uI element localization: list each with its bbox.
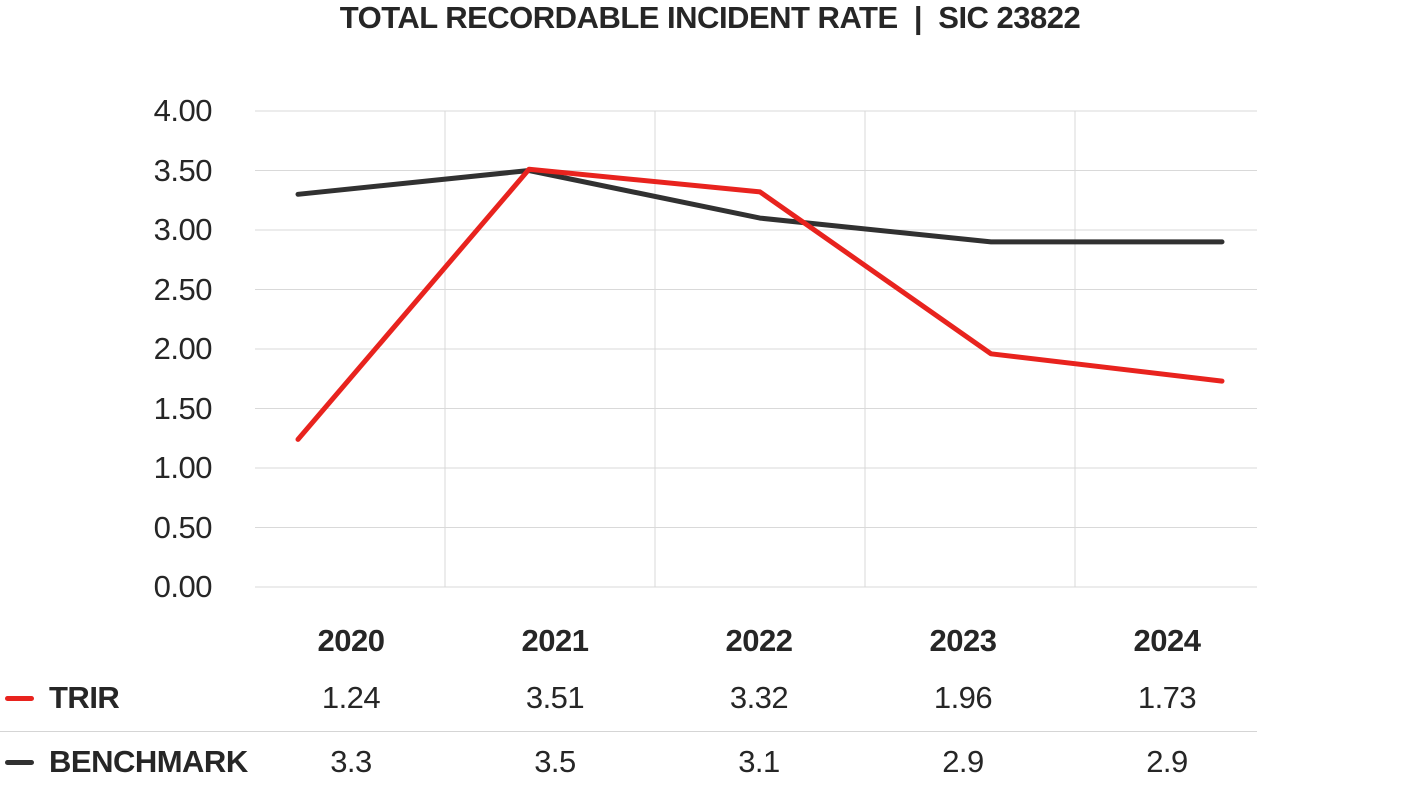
benchmark-value-row: 3.3 3.5 3.1 2.9 2.9 [249, 743, 1269, 781]
trir-value-cell: 1.24 [321, 680, 381, 715]
y-tick-label: 2.00 [153, 331, 213, 366]
trir-value-cell: 1.96 [933, 680, 993, 715]
trir-value-row: 1.24 3.51 3.32 1.96 1.73 [249, 679, 1269, 717]
benchmark-line [295, 168, 1225, 245]
y-tick-label: 3.50 [153, 152, 213, 188]
legend-label: BENCHMARK [49, 744, 248, 779]
x-tick-label: 2020 [317, 623, 385, 658]
chart-title: TOTAL RECORDABLE INCIDENT RATE | SIC 238… [339, 0, 1081, 35]
y-tick-label: 1.50 [153, 390, 213, 426]
trir-value-cell: 1.73 [1137, 680, 1197, 715]
x-tick-label: 2022 [725, 623, 793, 658]
y-tick-label: 3.00 [153, 212, 213, 247]
trir-legend-dash-icon [5, 695, 34, 701]
benchmark-legend-dash-icon [5, 759, 34, 765]
x-tick-label: 2023 [929, 623, 997, 658]
benchmark-value-cell: 3.3 [330, 744, 372, 779]
benchmark-value-cell: 2.9 [942, 744, 984, 779]
benchmark-value-cell: 3.1 [738, 744, 780, 779]
table-divider [0, 731, 1257, 732]
y-tick-label: 1.00 [153, 450, 213, 485]
trir-value-cell: 3.32 [729, 680, 789, 715]
legend-item-trir: TRIR [5, 679, 120, 717]
y-tick-label: 0.00 [153, 569, 213, 604]
x-tick-label: 2024 [1133, 623, 1201, 658]
y-tick-label: 4.00 [153, 93, 213, 128]
x-tick-label: 2021 [521, 623, 589, 658]
trir-line [295, 166, 1225, 442]
benchmark-value-cell: 3.5 [534, 744, 576, 779]
trir-value-cell: 3.51 [525, 680, 585, 715]
x-axis-year-row: 2020 2021 2022 2023 2024 [249, 622, 1269, 660]
legend-label: TRIR [49, 680, 120, 715]
legend-item-benchmark: BENCHMARK [5, 743, 248, 781]
benchmark-value-cell: 2.9 [1146, 744, 1188, 779]
y-tick-label: 0.50 [153, 509, 213, 545]
y-tick-label: 2.50 [153, 271, 213, 307]
